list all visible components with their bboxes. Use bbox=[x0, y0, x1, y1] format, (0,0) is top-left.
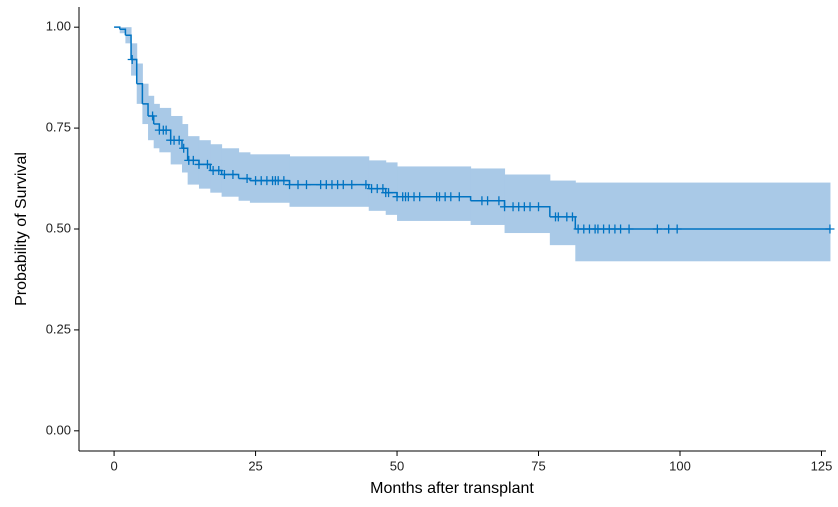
censor-mark bbox=[454, 192, 464, 202]
censor-mark bbox=[301, 180, 311, 190]
censor-mark bbox=[446, 192, 456, 202]
censor-mark bbox=[553, 212, 563, 222]
survival-step bbox=[119, 28, 127, 36]
censor-mark bbox=[652, 224, 662, 234]
y-tick-label: 0.50 bbox=[46, 220, 71, 235]
censor-mark bbox=[664, 224, 674, 234]
censor-mark bbox=[616, 224, 626, 234]
ci-band bbox=[153, 103, 160, 149]
censor-mark bbox=[567, 212, 577, 222]
censor-mark bbox=[285, 180, 295, 190]
censor-mark bbox=[525, 202, 535, 212]
censor-mark bbox=[188, 155, 198, 165]
x-tick-label: 0 bbox=[110, 458, 117, 473]
ci-band bbox=[119, 27, 126, 34]
censor-mark bbox=[219, 170, 229, 180]
censor-mark bbox=[127, 54, 137, 64]
ci-band bbox=[549, 180, 576, 246]
censor-mark bbox=[483, 196, 493, 206]
x-tick-label: 50 bbox=[390, 458, 404, 473]
ci-band bbox=[385, 162, 398, 215]
ci-band bbox=[148, 95, 155, 141]
x-tick-label: 125 bbox=[811, 458, 833, 473]
ci-band bbox=[238, 152, 251, 201]
y-tick-label: 0.25 bbox=[46, 321, 71, 336]
x-tick-label: 100 bbox=[669, 458, 691, 473]
censor-mark bbox=[415, 192, 425, 202]
ci-band bbox=[575, 182, 831, 262]
censor-mark bbox=[228, 170, 238, 180]
censor-mark bbox=[161, 125, 171, 135]
censor-mark bbox=[825, 224, 835, 234]
censor-mark bbox=[494, 196, 504, 206]
x-axis-title: Months after transplant bbox=[370, 480, 534, 497]
censor-mark bbox=[242, 174, 252, 184]
y-tick-label: 1.00 bbox=[46, 19, 71, 34]
censor-mark bbox=[624, 224, 634, 234]
ci-band bbox=[210, 144, 223, 193]
censor-mark bbox=[672, 224, 682, 234]
survival-step bbox=[114, 26, 121, 30]
ci-band bbox=[289, 156, 370, 207]
y-tick-label: 0.00 bbox=[46, 422, 71, 437]
censor-mark bbox=[179, 143, 189, 153]
censor-mark bbox=[361, 180, 371, 190]
censor-mark bbox=[347, 180, 357, 190]
y-tick-label: 0.75 bbox=[46, 120, 71, 135]
ci-band bbox=[221, 148, 240, 197]
survival-step bbox=[125, 34, 132, 60]
survival-step bbox=[142, 103, 149, 116]
ci-band bbox=[504, 174, 551, 234]
censor-mark bbox=[500, 202, 510, 212]
censor-mark bbox=[384, 188, 394, 198]
censor-mark bbox=[338, 180, 348, 190]
y-axis-title: Probability of Survival bbox=[13, 152, 30, 306]
censor-mark bbox=[214, 165, 224, 175]
censor-mark bbox=[293, 180, 303, 190]
censor-mark bbox=[202, 159, 212, 169]
censor-mark bbox=[174, 135, 184, 145]
censor-mark bbox=[534, 202, 544, 212]
x-tick-label: 75 bbox=[531, 458, 545, 473]
censor-mark bbox=[148, 111, 158, 121]
survival-step bbox=[136, 82, 144, 104]
x-tick-label: 25 bbox=[248, 458, 262, 473]
censor-mark bbox=[194, 159, 204, 169]
censor-mark bbox=[279, 176, 289, 186]
